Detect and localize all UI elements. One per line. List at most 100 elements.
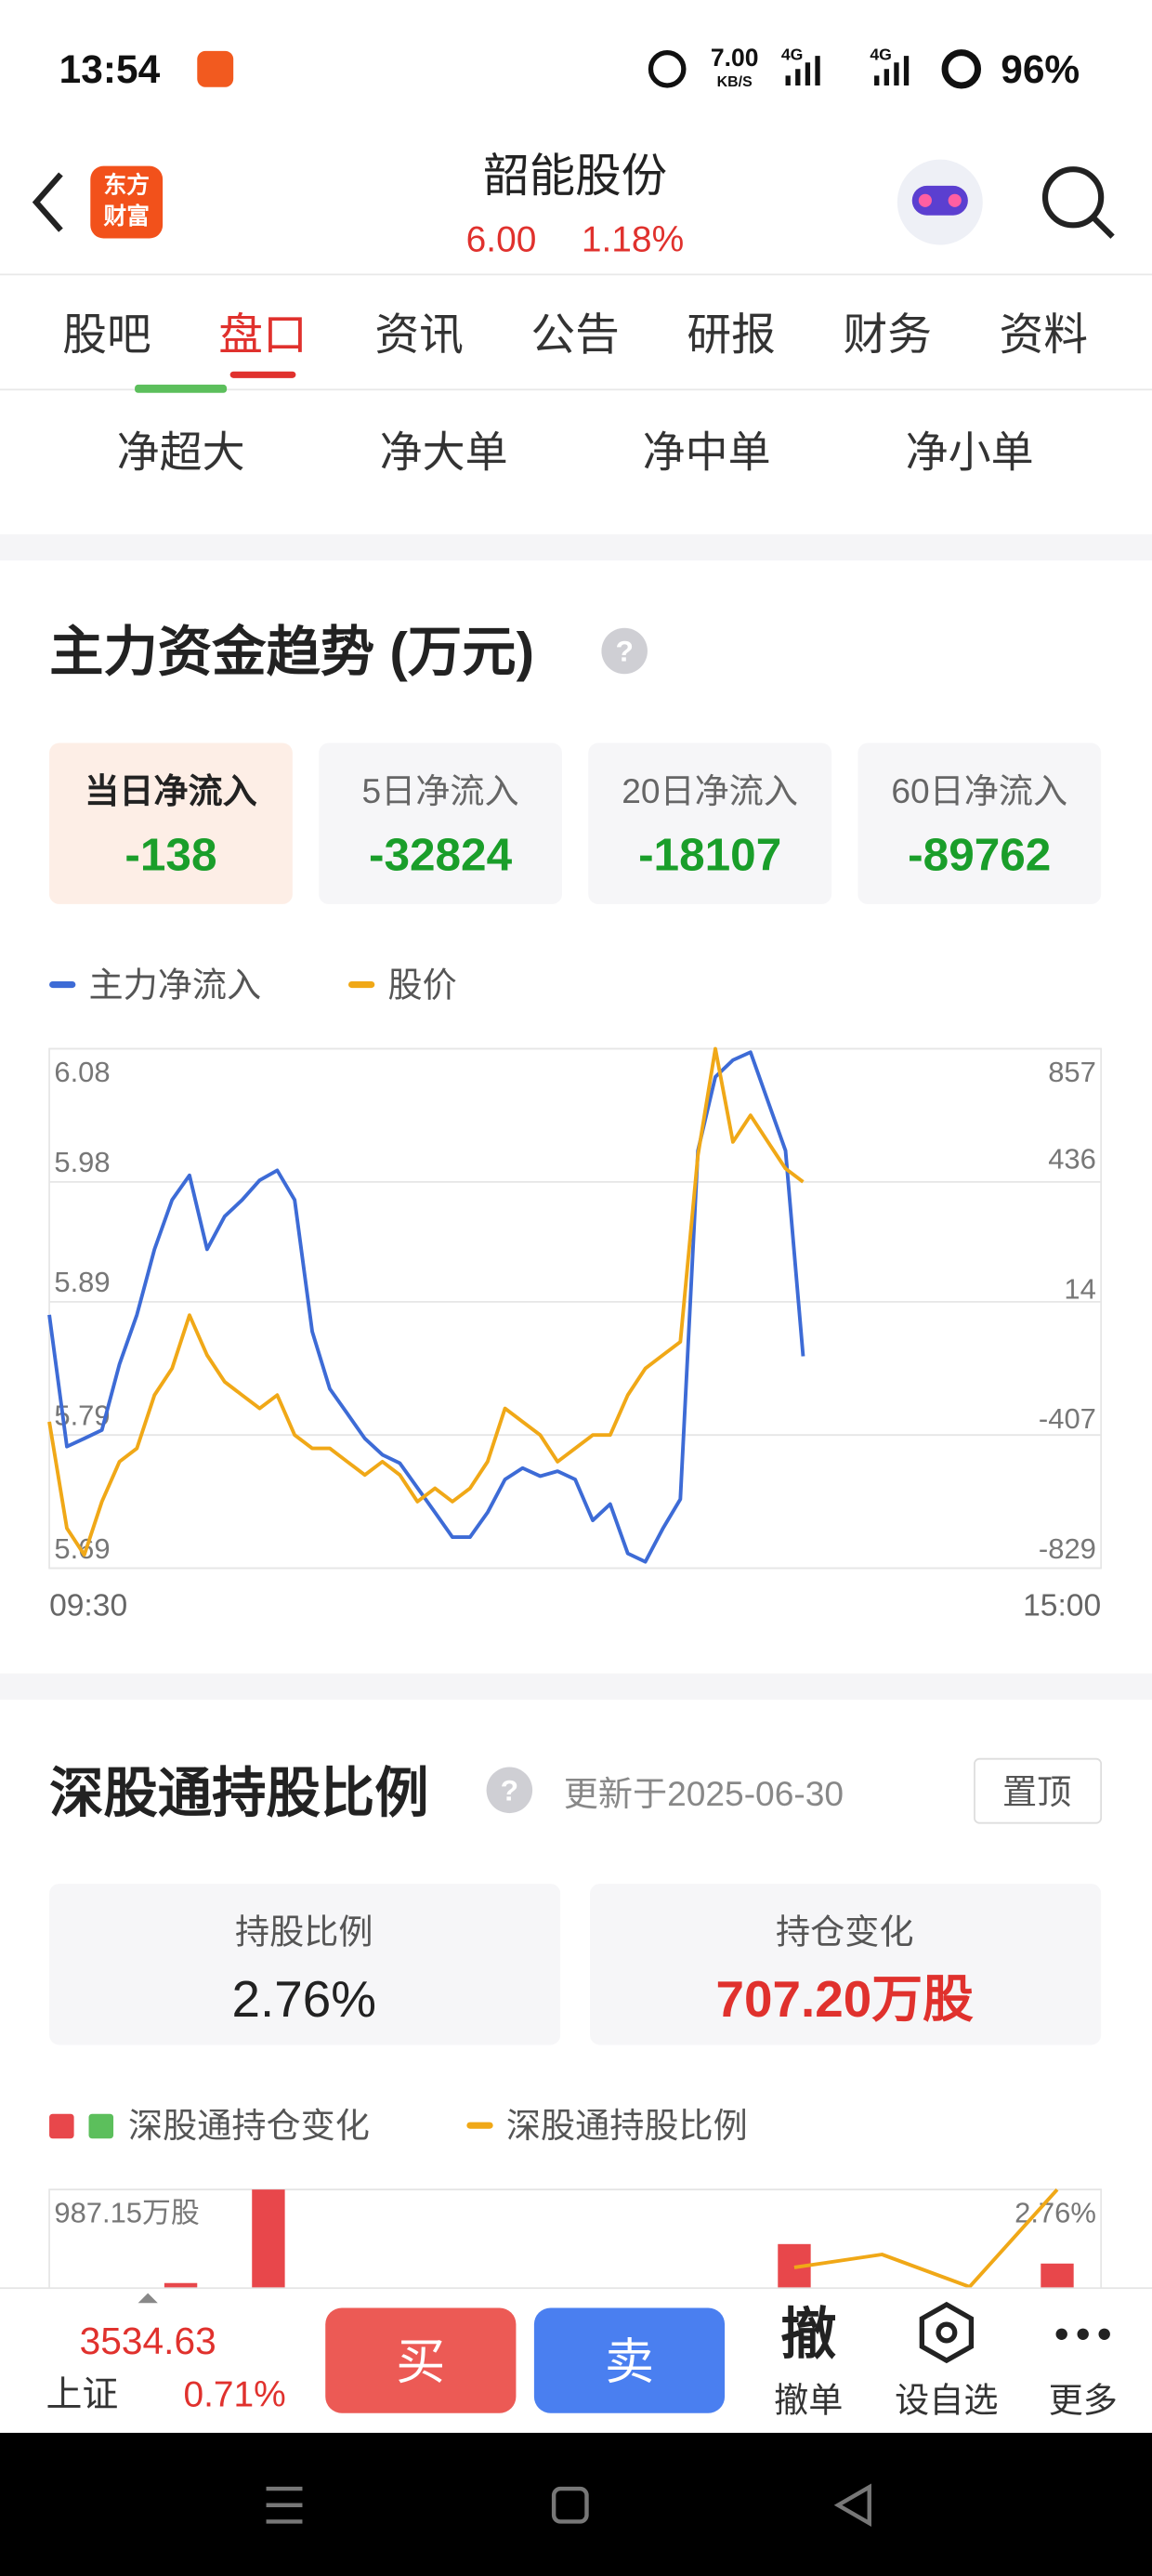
net-speed-unit: KB/S [717,74,753,90]
bar [252,2189,285,2289]
tab[interactable]: 股吧 [62,310,151,360]
series-line [793,2188,1059,2289]
index-value[interactable]: 3534.63 [80,2320,216,2362]
tab[interactable]: 资料 [1000,310,1089,360]
back-button[interactable] [32,172,63,232]
expand-arrow[interactable] [137,2293,158,2304]
x-tick-label: 09:30 [49,1589,127,1623]
section-title: 深股通持股比例 [49,1763,429,1823]
sub-tab[interactable]: 净小单 [906,427,1034,476]
stat-card[interactable] [857,743,1102,904]
stat-label: 持仓变化 [776,1912,914,1951]
tick-label: 5.89 [54,1266,110,1298]
tab[interactable]: 研报 [687,310,776,360]
legend-label: 主力净流入 [89,966,262,1005]
tick-label: 14 [1064,1272,1095,1305]
legend-swatch [348,981,375,989]
legend-swatch [49,981,76,989]
section-gap [0,1673,1152,1701]
cancel-label: 撤单 [774,2381,843,2420]
pin-button[interactable] [974,1757,1103,1824]
network-type: 4G [781,45,804,63]
battery-icon [941,49,982,89]
tab-bar: 股吧 盘口 资讯 公告 研报 财务 资料 [62,310,1089,378]
status-time: 13:54 [59,47,161,91]
tab[interactable]: 公告 [530,310,620,360]
section-gap [0,533,1152,561]
stat-label: 当日净流入 [85,771,257,810]
series-line [47,1050,805,1564]
buy-label: 买 [396,2334,445,2389]
avatar-eye [918,193,932,207]
stat-value: -18107 [638,829,781,880]
help-button[interactable]: ? [601,627,648,675]
search-button[interactable] [1041,166,1115,239]
flow-chart: 5.695.795.895.986.08-829-4071443685709:3… [47,966,1103,1623]
holding-chart: 987.15万股 2.76% 深股通持仓变化 深股通持股比例 [48,2106,1103,2289]
cancel-icon: 撤 [780,2303,836,2365]
tick-label: 5.98 [54,1146,110,1178]
tick-label: 436 [1048,1142,1096,1175]
tick-label: -407 [1039,1402,1096,1435]
stat-label: 5日净流入 [361,771,518,810]
tab[interactable]: 财务 [843,310,932,360]
stock-name: 韶能股份 [483,151,667,202]
cancel-button[interactable]: 撤 撤单 [774,2303,843,2419]
stat-label: 60日净流入 [891,771,1067,810]
nav-recents[interactable] [266,2486,303,2524]
tab[interactable]: 盘口 [218,310,308,360]
stat-card [49,1884,561,2045]
stat-value: -32824 [369,829,513,880]
index-name: 上证 [46,2375,119,2415]
series-line [47,1046,805,1557]
tab-indicator [229,371,296,378]
plot-frame [48,1047,1103,1570]
stat-value: 2.76% [232,1970,376,2028]
sub-tab[interactable]: 净中单 [643,427,771,476]
stat-value: -89762 [908,829,1051,880]
watchlist-button[interactable]: 设自选 [895,2301,999,2420]
tick-label: 6.08 [54,1056,110,1088]
nav-home[interactable] [551,2486,589,2524]
tab[interactable]: 资讯 [374,310,464,360]
legend-swatch [49,2113,74,2139]
legend-swatch [88,2113,114,2139]
network-type: 4G [870,45,892,63]
legend-label: 股价 [387,966,456,1005]
x-tick-label: 15:00 [1023,1589,1101,1623]
stat-card[interactable] [588,743,832,904]
more-label: 更多 [1049,2381,1118,2420]
logo-text: 财富 [103,203,150,230]
stat-card [590,1884,1102,2045]
svg-text:?: ? [615,634,633,667]
sub-tab[interactable]: 净大单 [380,427,508,476]
tick-label: -829 [1039,1532,1096,1565]
svg-text:?: ? [501,1773,518,1807]
sell-button[interactable] [533,2307,726,2413]
more-button[interactable]: 更多 [1049,2328,1118,2420]
flow-cards: 当日净流入 -138 5日净流入 -32824 20日净流入 -18107 60日净流入 -8… [49,743,1102,904]
index-change: 0.71% [183,2375,285,2415]
buy-button[interactable] [325,2307,517,2413]
update-date: 更新于2025-06-30 [564,1774,844,1813]
help-button[interactable]: ? [486,1767,533,1814]
logo[interactable] [90,165,164,239]
legend-label: 深股通持股比例 [506,2106,748,2145]
battery-level: 96% [1001,47,1080,91]
stat-value: -138 [124,829,216,880]
holding-cards: 持股比例 2.76% 持仓变化 707.20万股 [49,1884,1102,2045]
sub-tab[interactable]: 净超大 [117,427,245,476]
alarm-icon [648,49,687,88]
stat-card[interactable] [319,743,562,904]
legend-swatch [466,2122,493,2129]
nav-back[interactable] [833,2483,871,2528]
stat-card[interactable] [49,743,293,904]
plot-area: 987.15万股 2.76% [48,2188,1103,2289]
stat-label: 20日净流入 [622,771,798,810]
stat-label: 持股比例 [235,1912,373,1951]
tick-label: 857 [1048,1056,1096,1088]
watchlist-label: 设自选 [895,2381,998,2420]
pin-label: 置顶 [1002,1772,1071,1811]
logo-text: 东方 [103,171,150,198]
